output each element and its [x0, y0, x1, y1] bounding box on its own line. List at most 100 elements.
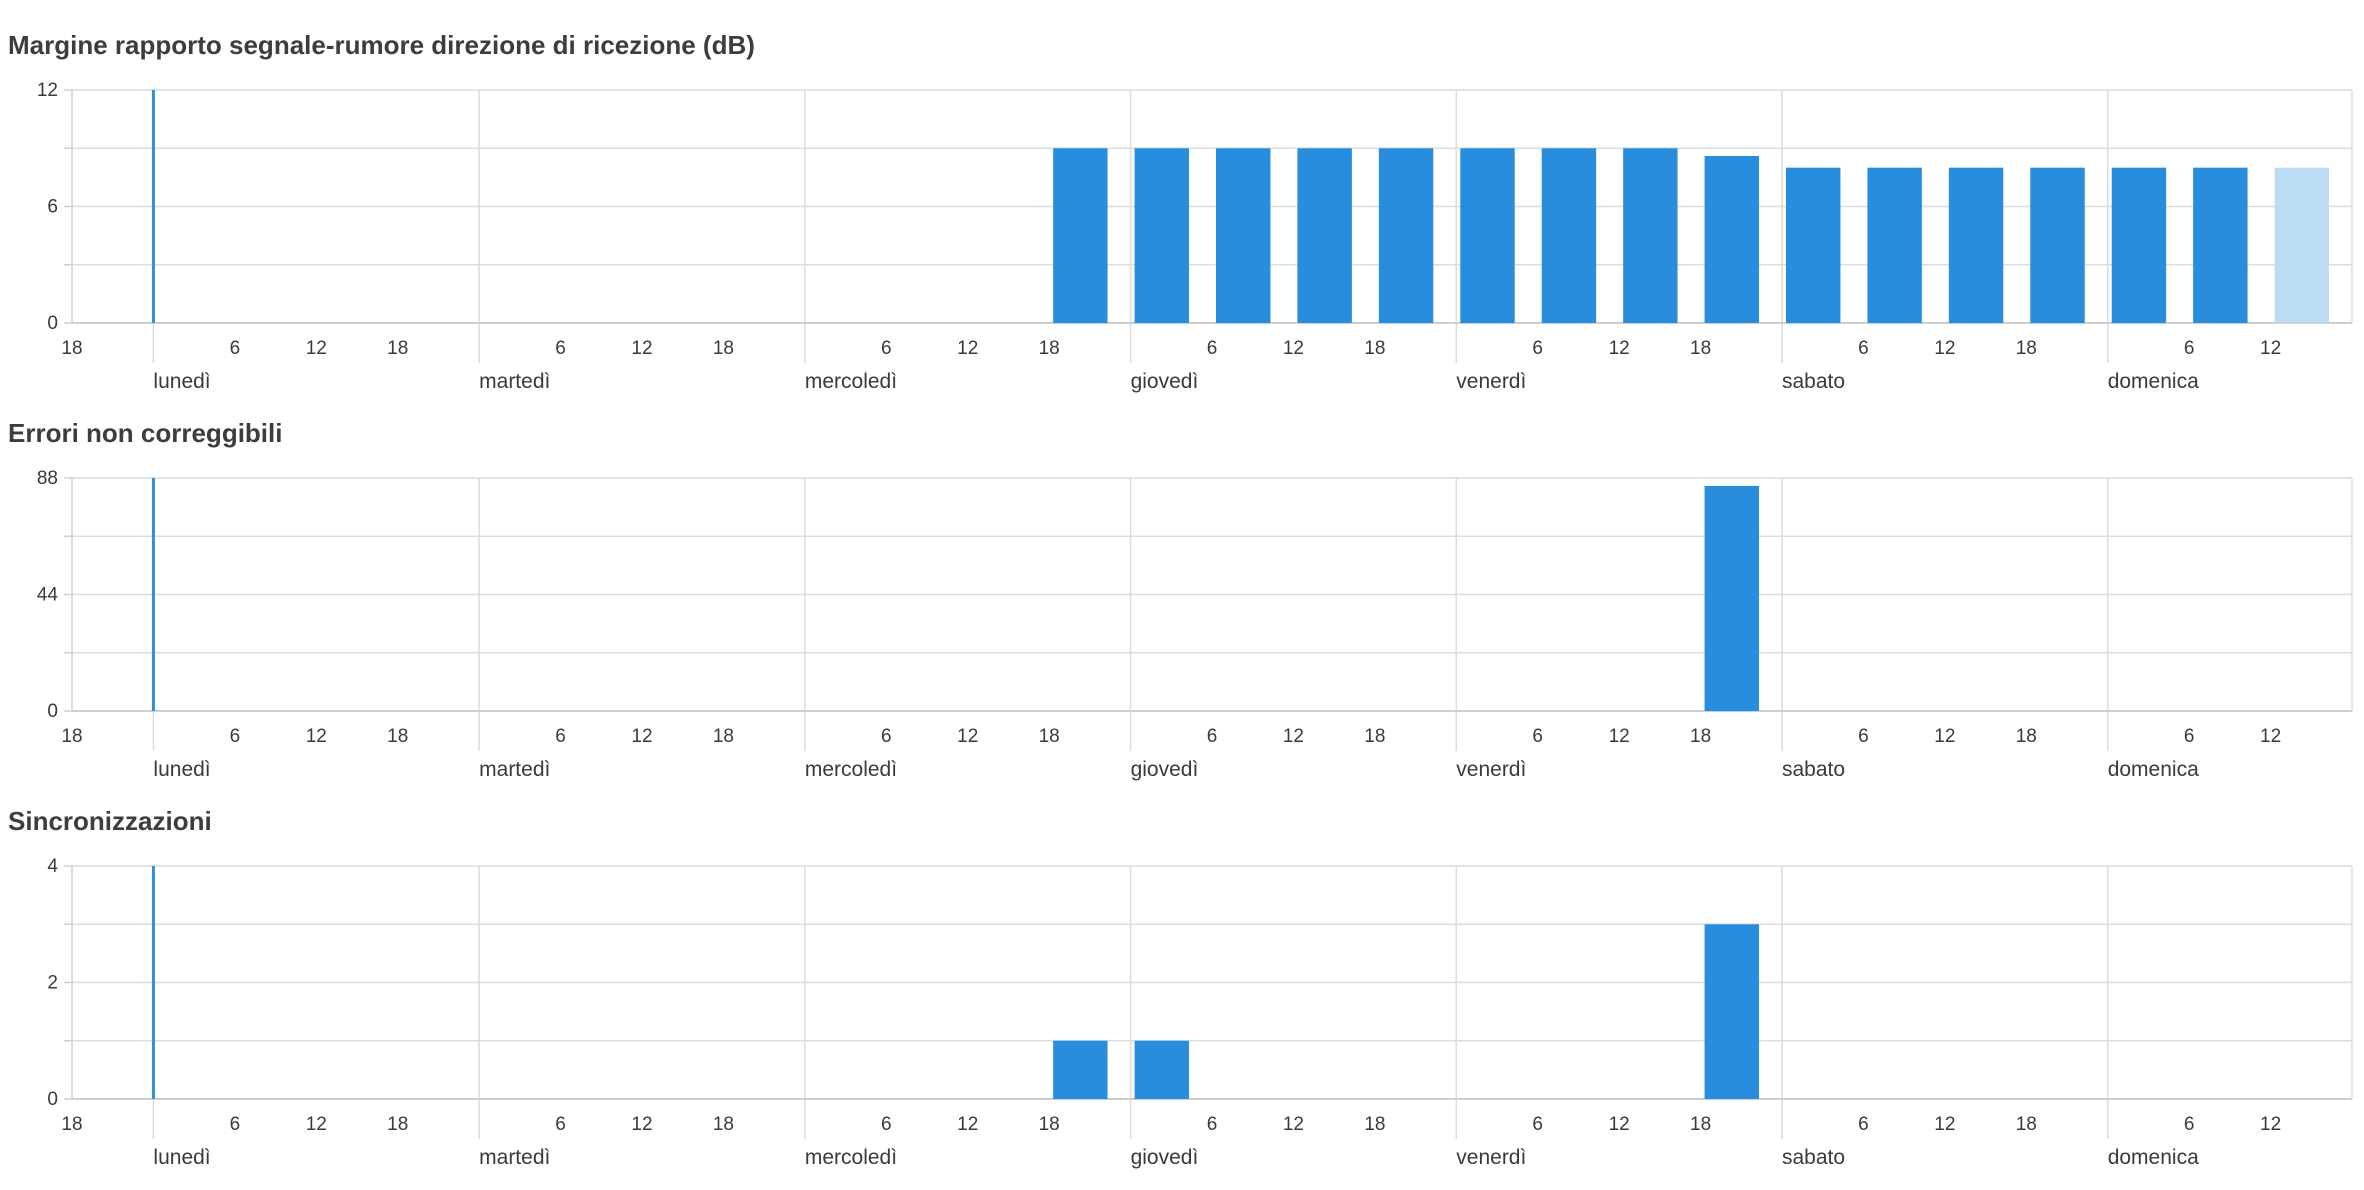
x-day-label: domenica [2108, 1146, 2199, 1169]
x-tick-label: 12 [2260, 1114, 2281, 1135]
x-tick-label: 18 [2016, 1114, 2037, 1135]
x-tick-label: 12 [631, 1114, 652, 1135]
x-tick-label: 12 [1609, 726, 1630, 747]
x-tick-label: 12 [2260, 338, 2281, 359]
x-tick-label: 6 [555, 726, 566, 747]
y-tick-label: 6 [47, 197, 58, 218]
x-tick-label: 6 [1858, 338, 1869, 359]
x-tick-label: 6 [881, 726, 892, 747]
x-tick-label: 12 [306, 726, 327, 747]
x-tick-label: 6 [1207, 726, 1218, 747]
bar [1541, 148, 1597, 323]
x-tick-label: 6 [1858, 1114, 1869, 1135]
bar [2111, 167, 2167, 323]
x-tick-label: 12 [957, 338, 978, 359]
x-day-label: venerdì [1456, 758, 1526, 781]
bar [2193, 167, 2248, 323]
y-tick-label: 0 [47, 1089, 58, 1110]
y-tick-label: 44 [37, 585, 59, 606]
x-tick-label: 6 [230, 338, 241, 359]
x-tick-label: 18 [713, 338, 734, 359]
x-tick-label: 18 [1364, 726, 1385, 747]
bar [1704, 924, 1759, 1099]
bar [1704, 485, 1759, 711]
x-tick-label: 18 [1690, 338, 1711, 359]
x-tick-label: 6 [230, 1114, 241, 1135]
x-tick-label: 6 [2184, 726, 2195, 747]
x-tick-label: 6 [1207, 1114, 1218, 1135]
x-day-label: giovedì [1131, 370, 1199, 393]
x-tick-label: 6 [881, 1114, 892, 1135]
x-day-label: sabato [1782, 1146, 1845, 1169]
y-tick-label: 4 [47, 856, 58, 877]
x-day-label: domenica [2108, 758, 2199, 781]
x-day-label: giovedì [1131, 1146, 1199, 1169]
x-day-label: lunedì [153, 758, 210, 781]
x-day-label: venerdì [1456, 1146, 1526, 1169]
y-tick-label: 12 [37, 80, 58, 101]
x-tick-label: 6 [1532, 338, 1543, 359]
x-tick-label: 18 [2016, 726, 2037, 747]
x-day-label: mercoledì [805, 370, 897, 393]
x-day-label: sabato [1782, 758, 1845, 781]
bar [2274, 167, 2329, 323]
bar [1216, 148, 1271, 323]
x-tick-label: 12 [1609, 1114, 1630, 1135]
bar [1460, 148, 1515, 323]
x-tick-label: 18 [1039, 1114, 1060, 1135]
x-tick-label: 12 [1934, 1114, 1955, 1135]
x-tick-label: 18 [387, 726, 408, 747]
x-tick-label: 18 [1039, 338, 1060, 359]
x-tick-label: 12 [306, 1114, 327, 1135]
bar [1623, 148, 1678, 323]
x-tick-label: 18 [1364, 338, 1385, 359]
x-day-label: mercoledì [805, 1146, 897, 1169]
x-day-label: domenica [2108, 370, 2199, 393]
x-tick-label: 18 [61, 726, 82, 747]
y-tick-label: 0 [47, 313, 58, 334]
x-tick-label: 12 [957, 726, 978, 747]
bar [1134, 1040, 1189, 1099]
chart-title: Margine rapporto segnale-rumore direzion… [8, 30, 755, 60]
bar [1786, 167, 1841, 323]
x-day-label: lunedì [153, 1146, 210, 1169]
bar [1053, 1040, 1108, 1099]
x-day-label: sabato [1782, 370, 1845, 393]
x-tick-label: 18 [387, 338, 408, 359]
bar [1053, 148, 1108, 323]
x-day-label: martedì [479, 758, 550, 781]
x-tick-label: 18 [2016, 338, 2037, 359]
bar [1134, 148, 1189, 323]
x-tick-label: 12 [957, 1114, 978, 1135]
x-tick-label: 6 [555, 338, 566, 359]
x-tick-label: 18 [387, 1114, 408, 1135]
x-tick-label: 12 [1283, 338, 1304, 359]
chart-title: Errori non correggibili [8, 418, 283, 448]
x-tick-label: 12 [306, 338, 327, 359]
x-day-label: martedì [479, 370, 550, 393]
x-tick-label: 6 [1858, 726, 1869, 747]
x-tick-label: 18 [713, 726, 734, 747]
bar [1704, 156, 1759, 323]
x-tick-label: 12 [1283, 1114, 1304, 1135]
x-tick-label: 18 [1364, 1114, 1385, 1135]
x-tick-label: 18 [1039, 726, 1060, 747]
x-tick-label: 12 [631, 338, 652, 359]
x-day-label: lunedì [153, 370, 210, 393]
x-tick-label: 18 [61, 1114, 82, 1135]
x-day-label: martedì [479, 1146, 550, 1169]
x-tick-label: 6 [1532, 726, 1543, 747]
x-tick-label: 6 [2184, 338, 2195, 359]
x-tick-label: 12 [1934, 726, 1955, 747]
x-day-label: mercoledì [805, 758, 897, 781]
y-tick-label: 88 [37, 468, 58, 489]
x-tick-label: 18 [1690, 726, 1711, 747]
x-tick-label: 6 [881, 338, 892, 359]
x-tick-label: 12 [1609, 338, 1630, 359]
x-day-label: giovedì [1131, 758, 1199, 781]
x-tick-label: 12 [631, 726, 652, 747]
bar [1867, 167, 1922, 323]
